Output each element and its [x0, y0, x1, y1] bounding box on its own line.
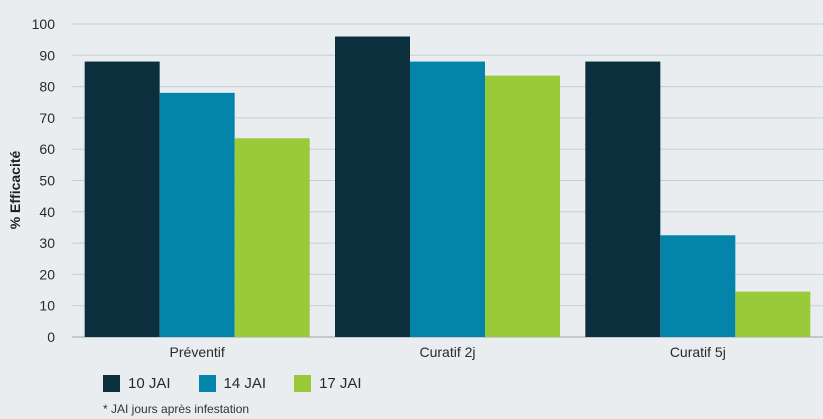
bars	[84, 36, 811, 338]
bar	[660, 235, 736, 337]
bar	[585, 61, 661, 338]
bar	[410, 61, 485, 338]
legend-label-17-jai: 17 JAI	[319, 375, 362, 392]
y-tick-label: 80	[39, 79, 55, 95]
bar	[335, 36, 410, 338]
y-tick-label: 30	[39, 235, 55, 251]
y-tick-label: 20	[39, 266, 55, 282]
bar	[84, 61, 160, 338]
legend-item-10-jai: 10 JAI	[103, 375, 171, 392]
y-tick-label: 70	[39, 110, 55, 126]
legend: 10 JAI 14 JAI 17 JAI	[103, 375, 362, 392]
legend-swatch-10-jai	[103, 375, 120, 392]
x-tick-label: Préventif	[170, 344, 225, 360]
bar	[159, 92, 235, 337]
y-axis-ticks: 0 10 20 30 40 50 60 70 80 90 100	[32, 16, 56, 345]
legend-swatch-14-jai	[198, 375, 216, 392]
bar	[735, 291, 811, 337]
bar	[485, 75, 560, 338]
y-tick-label: 100	[32, 16, 56, 32]
legend-item-14-jai: 14 JAI	[198, 375, 267, 392]
legend-label-14-jai: 14 JAI	[223, 375, 267, 392]
legend-swatch-17-jai	[294, 375, 312, 392]
y-tick-label: 40	[39, 204, 55, 220]
y-tick-label: 50	[39, 173, 55, 189]
bar-chart: 0 10 20 30 40 50 60 70 80 90 100 Préventif Curatif …	[7, 16, 823, 360]
footnote: * JAI jours après infestation	[103, 402, 250, 416]
bar	[234, 138, 310, 337]
legend-item-17-jai: 17 JAI	[294, 375, 362, 392]
x-tick-label: Curatif 2j	[419, 344, 475, 360]
y-tick-label: 0	[47, 329, 55, 345]
x-axis-ticks: Préventif Curatif 2j Curatif 5j	[170, 344, 726, 360]
y-tick-label: 90	[39, 47, 55, 63]
x-tick-label: Curatif 5j	[670, 344, 726, 360]
legend-label-10-jai: 10 JAI	[128, 375, 171, 392]
y-tick-label: 60	[39, 141, 55, 157]
y-tick-label: 10	[39, 298, 55, 314]
y-axis-label: % Efficacité	[7, 150, 23, 229]
